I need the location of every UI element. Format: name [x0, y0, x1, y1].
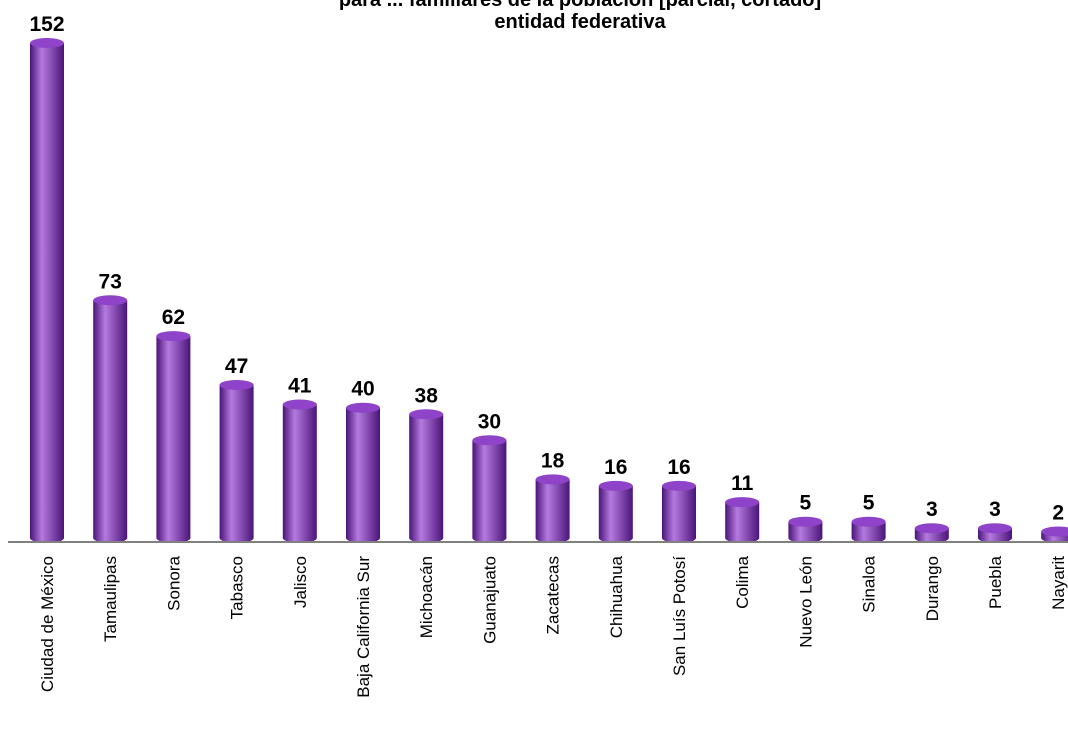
category-label-16: Puebla	[986, 555, 1005, 608]
category-label-10: Chihuahua	[607, 555, 626, 638]
category-label-4: Tabasco	[228, 556, 247, 619]
value-label-9: 18	[541, 449, 565, 472]
value-label-7: 38	[415, 384, 439, 407]
category-label-3: Sonora	[164, 555, 183, 610]
category-label-1: Ciudad de México	[38, 556, 57, 692]
bar-12	[725, 497, 760, 543]
category-label-2: Tamaulipas	[101, 556, 120, 642]
value-label-12: 11	[731, 472, 754, 495]
value-label-1: 152	[29, 13, 64, 36]
category-label-11: San Luís Potosí	[670, 556, 689, 676]
value-label-14: 5	[863, 492, 875, 515]
category-label-6: Baja California Sur	[354, 556, 373, 698]
value-label-11: 16	[667, 456, 690, 479]
category-label-13: Nuevo León	[796, 556, 815, 648]
bar-11	[662, 480, 696, 543]
value-label-5: 41	[288, 374, 312, 397]
bar-5	[282, 399, 317, 543]
value-label-8: 30	[478, 410, 501, 433]
value-label-3: 62	[162, 306, 185, 329]
chart-title-line-1: para ... familiares de la población [par…	[339, 0, 821, 11]
category-label-17: Nayarit	[1049, 556, 1068, 610]
bar-4	[219, 379, 254, 543]
value-label-6: 40	[351, 378, 374, 401]
value-label-13: 5	[800, 492, 812, 515]
bar-13	[788, 516, 823, 543]
bar-17	[1041, 526, 1068, 543]
chart-title: para ... familiares de la población [par…	[339, 0, 821, 33]
bar-8	[472, 435, 507, 543]
bar-3	[156, 331, 191, 543]
bar-2	[93, 295, 128, 543]
category-label-7: Michoacán	[417, 556, 436, 638]
bar-14	[851, 516, 886, 543]
chart-title-line-2: entidad federativa	[494, 11, 666, 33]
bar-10	[598, 480, 633, 543]
bar-15	[914, 523, 949, 543]
value-label-4: 47	[225, 355, 248, 378]
bar-1	[30, 38, 64, 543]
value-label-2: 73	[99, 270, 122, 293]
value-label-16: 3	[989, 498, 1001, 521]
value-label-17: 2	[1052, 501, 1064, 524]
category-label-15: Durango	[923, 556, 942, 621]
bars-group: 152 Ciudad de México 73 Tamaulipas 62 Sonora 4…	[29, 13, 1068, 698]
bar-16	[978, 523, 1012, 543]
bar-9	[535, 474, 570, 543]
category-label-9: Zacatecas	[544, 556, 563, 634]
bar-6	[346, 402, 380, 543]
category-label-12: Colima	[733, 555, 752, 608]
category-label-14: Sinaloa	[860, 555, 879, 612]
category-label-8: Guanajuato	[480, 556, 499, 644]
value-label-15: 3	[926, 498, 938, 521]
bar-7	[409, 409, 444, 543]
category-label-5: Jalisco	[291, 556, 310, 608]
value-label-10: 16	[604, 456, 627, 479]
